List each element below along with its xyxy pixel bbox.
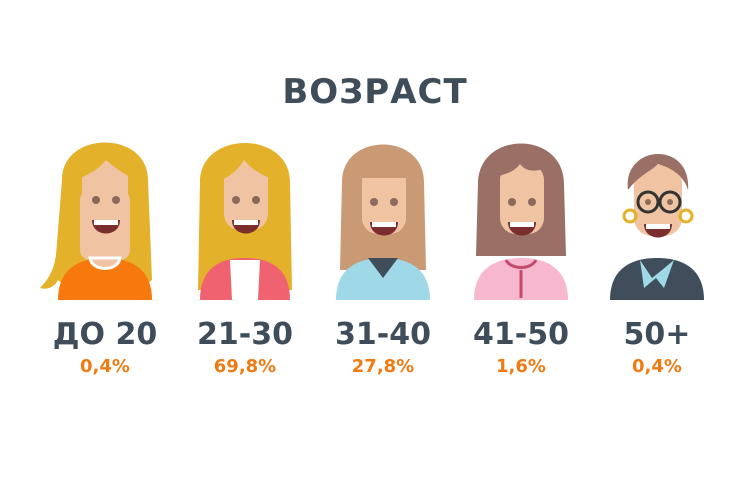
age-percent: 0,4%: [80, 356, 130, 377]
age-label: 50+: [623, 317, 691, 352]
page-title: ВОЗРАСТ: [282, 72, 468, 112]
age-label: 31-40: [335, 317, 431, 352]
avatar-41-50: [474, 143, 568, 300]
age-percent: 69,8%: [213, 356, 277, 377]
age-percent: 0,4%: [632, 356, 682, 377]
age-percent: 1,6%: [496, 356, 546, 377]
avatar-50-plus: [610, 153, 704, 300]
age-label: ДО 20: [52, 317, 158, 352]
avatar-31-40: [336, 144, 430, 300]
avatar-21-30: [198, 143, 292, 300]
age-label: 21-30: [197, 317, 293, 352]
age-percent: 27,8%: [351, 356, 415, 377]
age-label: 41-50: [473, 317, 569, 352]
avatar-under-20: [40, 142, 152, 300]
